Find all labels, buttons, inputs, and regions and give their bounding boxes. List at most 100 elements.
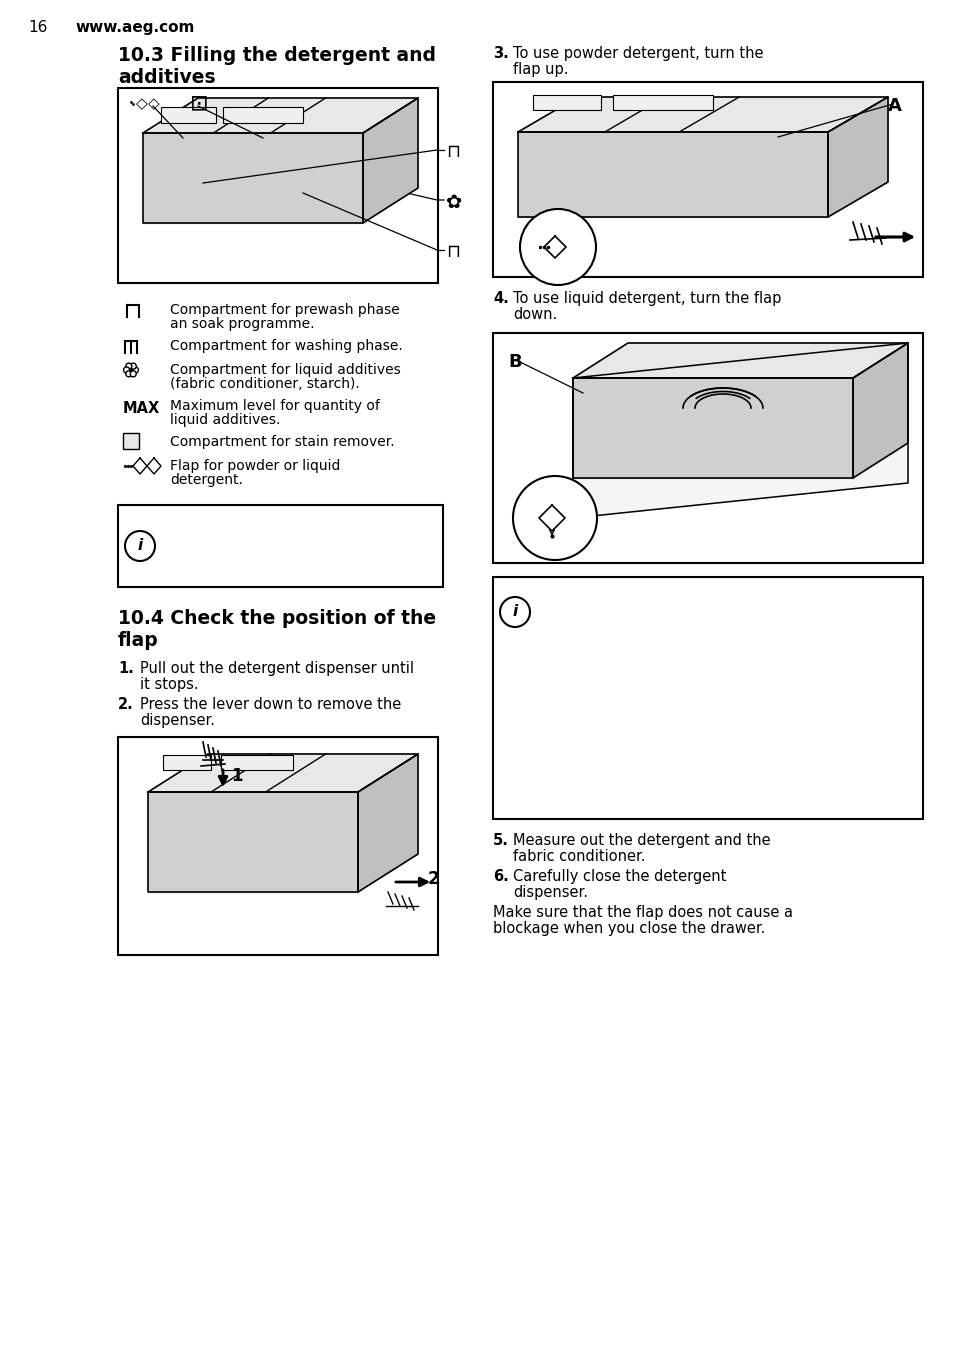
Polygon shape	[573, 343, 907, 378]
Text: 3.: 3.	[493, 46, 508, 61]
Text: 4.: 4.	[493, 291, 508, 306]
Bar	[613, 95, 712, 110]
Text: i: i	[512, 604, 517, 620]
Text: Press the lever down to remove the: Press the lever down to remove the	[140, 697, 401, 712]
Text: Measure out the detergent and the: Measure out the detergent and the	[513, 833, 770, 848]
Text: liquid detergent than: liquid detergent than	[573, 692, 720, 705]
Text: packaging of the detergent: packaging of the detergent	[168, 548, 357, 563]
Text: B: B	[507, 353, 521, 371]
Text: To use powder detergent, turn the: To use powder detergent, turn the	[513, 46, 762, 61]
Bar	[493, 577, 923, 819]
Text: an soak programme.: an soak programme.	[170, 317, 314, 330]
Text: •: •	[555, 630, 563, 645]
Text: dispenser.: dispenser.	[140, 714, 214, 728]
Text: 1.: 1.	[118, 661, 133, 676]
Text: 10.3 Filling the detergent and: 10.3 Filling the detergent and	[118, 46, 436, 65]
Bar	[163, 756, 211, 770]
Text: prewash phase.: prewash phase.	[573, 756, 681, 769]
Bar	[493, 83, 923, 278]
Text: With the flap in the: With the flap in the	[544, 589, 712, 604]
Text: Compartment for stain remover.: Compartment for stain remover.	[170, 435, 395, 450]
Circle shape	[124, 367, 130, 374]
Circle shape	[126, 371, 132, 376]
Text: To use liquid detergent, turn the flap: To use liquid detergent, turn the flap	[513, 291, 781, 306]
Bar	[118, 88, 437, 283]
Text: Compartment for washing phase.: Compartment for washing phase.	[170, 338, 402, 353]
Text: 2: 2	[428, 871, 439, 888]
Text: A: A	[887, 97, 901, 115]
Polygon shape	[363, 97, 417, 223]
Polygon shape	[357, 754, 417, 892]
Bar	[533, 95, 600, 110]
Polygon shape	[573, 343, 907, 519]
Text: Do not use: Do not use	[573, 630, 647, 643]
Circle shape	[499, 597, 530, 627]
Text: 2.: 2.	[118, 697, 133, 712]
Text: flap up.: flap up.	[513, 62, 568, 77]
Text: detergent.: detergent.	[170, 473, 243, 487]
Text: Compartment for prewash phase: Compartment for prewash phase	[170, 303, 399, 317]
Polygon shape	[827, 97, 887, 217]
Circle shape	[125, 531, 154, 561]
Circle shape	[132, 367, 138, 374]
Bar	[118, 737, 437, 955]
Circle shape	[129, 368, 132, 372]
Circle shape	[519, 209, 596, 284]
Text: flap: flap	[118, 631, 158, 650]
Text: blockage when you close the drawer.: blockage when you close the drawer.	[493, 921, 764, 936]
Text: 5.: 5.	[493, 833, 508, 848]
Text: Make sure that the flap does not cause a: Make sure that the flap does not cause a	[493, 904, 792, 919]
Text: Maximum level for quantity of: Maximum level for quantity of	[170, 399, 379, 413]
FancyBboxPatch shape	[123, 433, 139, 450]
Bar	[161, 107, 215, 123]
Text: down.: down.	[513, 307, 557, 322]
Text: products.: products.	[168, 566, 233, 580]
Circle shape	[513, 477, 597, 561]
Text: Do not set the delay: Do not set the delay	[573, 774, 714, 788]
Polygon shape	[517, 97, 887, 131]
Text: ◇: ◇	[148, 96, 159, 111]
Text: ◇: ◇	[136, 96, 148, 111]
Polygon shape	[143, 133, 363, 223]
Text: ✿: ✿	[446, 194, 462, 213]
Bar	[221, 756, 293, 770]
Text: start function.: start function.	[573, 789, 670, 803]
Text: i: i	[137, 539, 143, 554]
Text: position DOWN:: position DOWN:	[544, 607, 680, 621]
Text: •: •	[555, 774, 563, 789]
Text: 16: 16	[28, 20, 48, 35]
Text: •: •	[555, 677, 563, 692]
Text: 10.4 Check the position of the: 10.4 Check the position of the	[118, 609, 436, 628]
Text: gelatinous or thick: gelatinous or thick	[573, 643, 701, 658]
Text: liquid detergents.: liquid detergents.	[573, 658, 695, 672]
Polygon shape	[852, 343, 907, 478]
Text: ⊡: ⊡	[190, 93, 209, 112]
Text: additives: additives	[118, 68, 215, 87]
Text: ⊓: ⊓	[446, 242, 459, 261]
Text: Flap for powder or liquid: Flap for powder or liquid	[170, 459, 340, 473]
Text: liquid additives.: liquid additives.	[170, 413, 280, 427]
Text: Always obey the instructions: Always obey the instructions	[168, 515, 368, 529]
Polygon shape	[143, 97, 417, 133]
Polygon shape	[148, 754, 417, 792]
Text: it stops.: it stops.	[140, 677, 198, 692]
Text: •: •	[555, 741, 563, 756]
Polygon shape	[517, 131, 827, 217]
Text: Compartment for liquid additives: Compartment for liquid additives	[170, 363, 400, 376]
Text: Carefully close the detergent: Carefully close the detergent	[513, 869, 725, 884]
Circle shape	[130, 371, 136, 376]
Text: www.aeg.com: www.aeg.com	[75, 20, 194, 35]
Text: that you find on the: that you find on the	[168, 532, 306, 546]
Text: Do not set the: Do not set the	[573, 741, 671, 754]
Circle shape	[130, 363, 136, 370]
Bar	[493, 333, 923, 563]
Text: ⊓: ⊓	[446, 144, 459, 161]
Text: fabric conditioner.: fabric conditioner.	[513, 849, 645, 864]
Polygon shape	[148, 792, 357, 892]
Text: dispenser.: dispenser.	[513, 886, 587, 900]
Text: MAX: MAX	[123, 401, 160, 416]
Text: 1: 1	[231, 766, 242, 785]
Bar	[223, 107, 303, 123]
Bar	[118, 505, 442, 588]
Text: the flap.: the flap.	[573, 720, 630, 735]
